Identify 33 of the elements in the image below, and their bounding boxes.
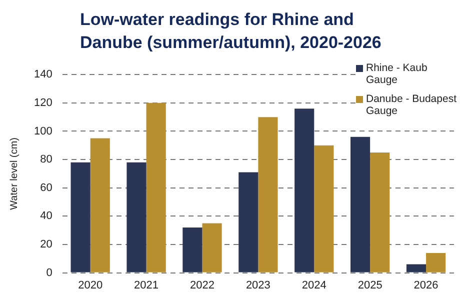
y-tick-label: 40 [40, 210, 52, 222]
y-tick-label: 80 [40, 154, 52, 166]
x-tick-label: 2024 [302, 279, 326, 292]
bar [90, 138, 110, 272]
bar [370, 152, 390, 272]
bar [350, 136, 370, 272]
bar [126, 162, 146, 272]
x-tick-label: 2022 [190, 279, 214, 292]
legend-label: Rhine - Kaub Gauge [366, 62, 428, 86]
bar [294, 108, 314, 272]
legend-label: Danube - Budapest Gauge [366, 93, 458, 117]
bar [70, 162, 90, 272]
y-tick-label: 60 [40, 182, 52, 194]
bar [202, 223, 222, 272]
y-tick-label: 20 [40, 238, 52, 251]
y-axis-title: Water level (cm) [8, 137, 20, 210]
x-tick-label: 2025 [358, 279, 382, 292]
x-tick-label: 2020 [78, 279, 103, 292]
x-tick-label: 2023 [246, 279, 270, 292]
bar [258, 117, 278, 272]
bar [182, 227, 202, 272]
x-tick-label: 2021 [134, 279, 159, 292]
y-tick-label: 120 [34, 96, 52, 109]
bar [426, 252, 446, 272]
bar [238, 172, 258, 272]
bar [406, 264, 426, 272]
y-tick-label: 140 [34, 68, 52, 81]
y-tick-label: 0 [46, 266, 52, 279]
bar [314, 145, 334, 272]
y-tick-label: 100 [34, 125, 52, 138]
x-tick-label: 2026 [414, 279, 438, 292]
chart-title: Low-water readings for Rhine and Danube (summer/autumn), 2020-2026 [80, 9, 382, 54]
bar [146, 102, 166, 272]
